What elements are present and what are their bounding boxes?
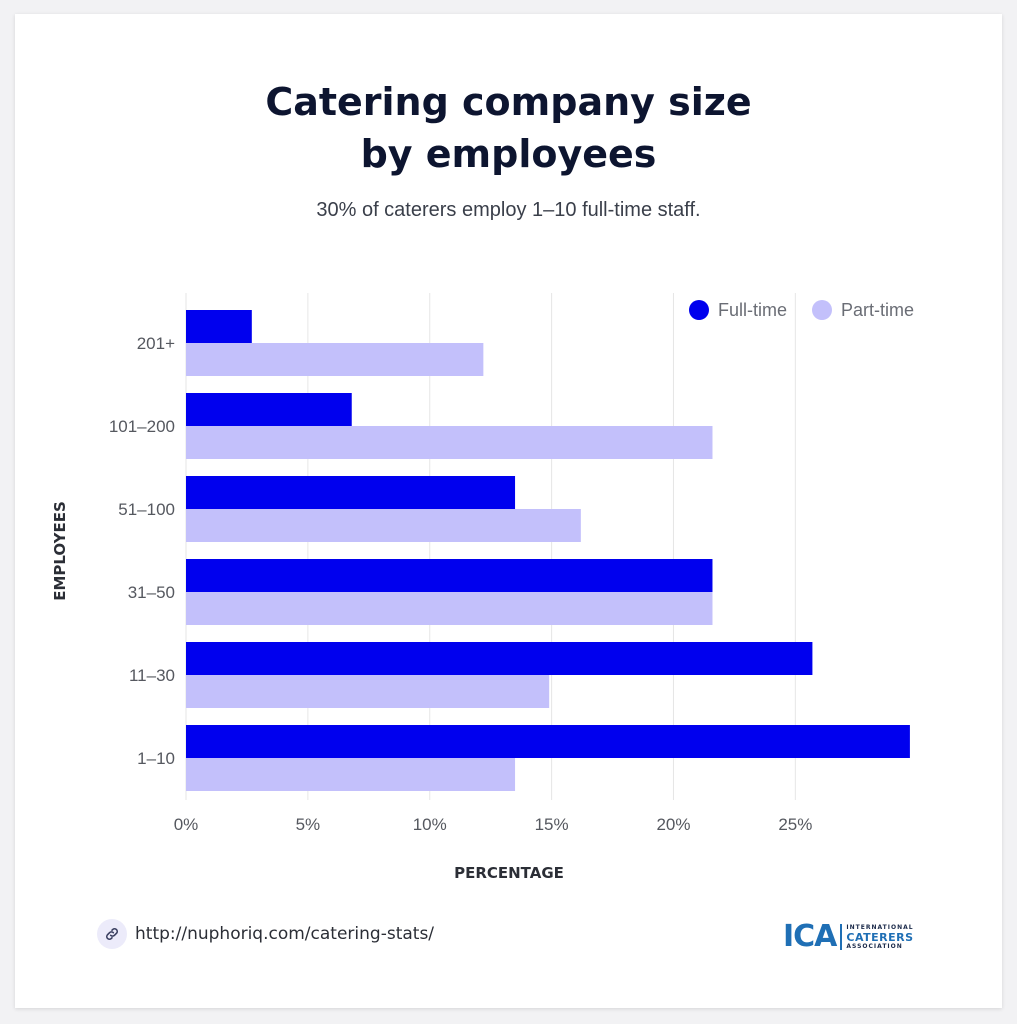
x-tick-label: 20%	[656, 815, 690, 834]
bar-full-time	[186, 476, 516, 509]
legend-full-time-label: Full-time	[718, 300, 787, 320]
logo-wordmark: INTERNATIONAL CATERERS ASSOCIATION	[846, 923, 914, 950]
bar-part-time	[186, 592, 713, 625]
y-axis-title: EMPLOYEES	[51, 501, 69, 601]
x-tick-label: 5%	[296, 815, 321, 834]
logo-line-1: INTERNATIONAL	[846, 923, 914, 931]
bar-part-time	[186, 343, 484, 376]
bar-full-time	[186, 310, 252, 343]
y-tick-label: 51–100	[118, 500, 175, 519]
ica-logo: ICA INTERNATIONAL CATERERS ASSOCIATION	[783, 921, 914, 953]
bar-full-time	[186, 559, 713, 592]
chart-title: Catering company size by employees	[0, 76, 1017, 180]
legend-full-time-swatch	[689, 300, 709, 320]
logo-line-2: CATERERS	[846, 930, 914, 944]
source-link-text[interactable]: http://nuphoriq.com/catering-stats/	[135, 924, 435, 944]
logo-line-3: ASSOCIATION	[846, 942, 903, 950]
x-tick-label: 10%	[413, 815, 447, 834]
y-tick-label: 1–10	[137, 749, 175, 768]
x-tick-label: 25%	[778, 815, 812, 834]
y-tick-label: 101–200	[109, 417, 175, 436]
chart-subtitle: 30% of caterers employ 1–10 full-time st…	[316, 199, 701, 221]
bar-full-time	[186, 642, 813, 675]
title-line-2: by employees	[360, 132, 657, 176]
x-tick-label: 15%	[535, 815, 569, 834]
link-icon	[97, 919, 127, 949]
bar-part-time	[186, 426, 713, 459]
bar-full-time	[186, 725, 910, 758]
y-tick-label: 11–30	[129, 666, 175, 685]
logo-divider	[840, 924, 843, 950]
x-tick-label: 0%	[174, 815, 199, 834]
bar-full-time	[186, 393, 352, 426]
source-link[interactable]: http://nuphoriq.com/catering-stats/	[97, 918, 434, 950]
bar-part-time	[186, 675, 550, 708]
title-line-1: Catering company size	[265, 80, 752, 124]
logo-mark: ICA	[783, 919, 837, 954]
legend-part-time-label: Part-time	[841, 300, 914, 320]
y-tick-label: 201+	[137, 334, 175, 353]
bar-part-time	[186, 758, 516, 791]
x-axis-title: PERCENTAGE	[454, 864, 564, 882]
legend-part-time-swatch	[812, 300, 832, 320]
y-tick-label: 31–50	[128, 583, 175, 602]
bar-part-time	[186, 509, 581, 542]
